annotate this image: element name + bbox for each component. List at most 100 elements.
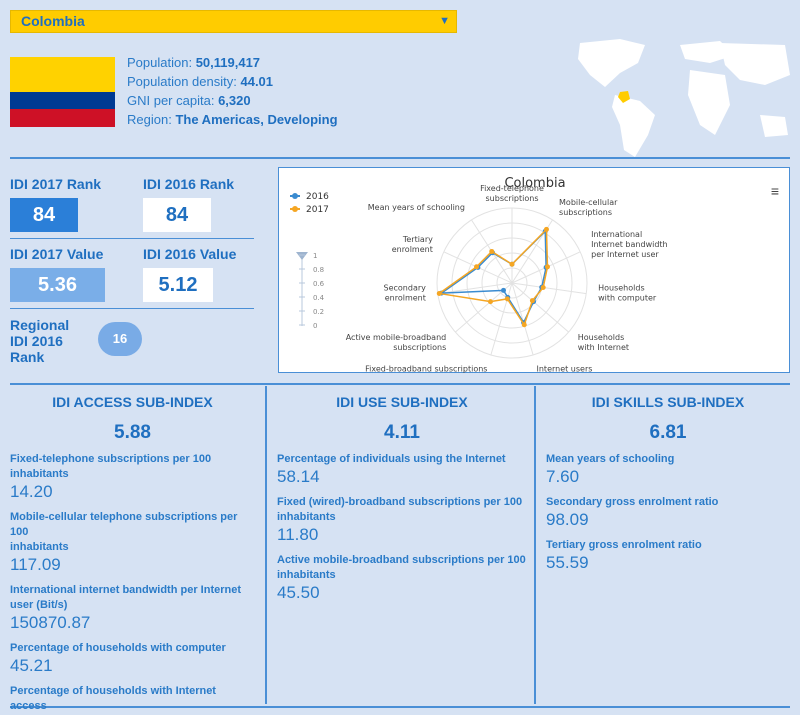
skills-indicator-list: Mean years of schooling 7.60 Secondary gro… [546, 452, 790, 573]
regional-rank-badge: 16 [98, 322, 142, 356]
country-flag [10, 57, 115, 127]
axis-label: enrolment [385, 293, 426, 302]
idi2017-value: 5.36 [10, 268, 105, 302]
gni-line: GNI per capita: 6,320 [127, 93, 251, 108]
column-divider [534, 386, 536, 704]
legend-marker [292, 193, 298, 199]
country-select-value: Colombia [21, 13, 85, 29]
indicator-label: Tertiary gross enrolment ratio [546, 539, 702, 551]
indicator-item: Mean years of schooling 7.60 [546, 452, 790, 487]
slider-tick-label: 0.8 [313, 266, 324, 274]
grid-spoke [511, 282, 534, 356]
world-map [578, 39, 790, 157]
divider [10, 383, 790, 385]
indicator-value: 117.09 [10, 555, 61, 574]
indicator-value: 45.21 [10, 656, 53, 675]
indicator-item: Fixed-telephone subscriptions per 100 inh… [10, 452, 255, 502]
indicator-item: Fixed (wired)-broadband subscriptions pe… [277, 495, 527, 545]
indicator-item: Active mobile-broadband subscriptions pe… [277, 553, 527, 603]
data-point [489, 248, 495, 254]
zoom-slider-handle [296, 252, 308, 260]
data-point [544, 264, 550, 270]
indicator-value: 55.59 [546, 553, 589, 572]
series-line-2016 [438, 229, 547, 325]
data-point [436, 290, 442, 296]
axis-label: with Internet [578, 343, 629, 352]
indicator-label: Percentage of individuals using the Inte… [277, 453, 506, 465]
data-point [500, 287, 506, 293]
indicator-value: 14.20 [10, 482, 53, 501]
series-line-2017 [437, 227, 549, 327]
data-point [487, 299, 493, 305]
menu-icon[interactable]: ≡ [771, 183, 779, 199]
grid-spoke [490, 282, 513, 356]
use-title: IDI USE SUB-INDEX [336, 394, 468, 410]
skills-title: IDI SKILLS SUB-INDEX [591, 394, 745, 410]
grid-spoke [511, 282, 587, 295]
indicator-label: Secondary gross enrolment ratio [546, 496, 719, 508]
grid-spoke [437, 282, 513, 295]
slider-tick-label: 1 [313, 252, 317, 260]
indicator-label: International internet bandwidth per Int… [10, 584, 242, 611]
data-point [543, 226, 549, 232]
divider [10, 308, 254, 309]
access-indicator-list: Fixed-telephone subscriptions per 100 inh… [10, 452, 255, 715]
slider-tick-label: 0.2 [313, 308, 324, 316]
axis-label: Fixed-telephone [480, 184, 544, 193]
data-point [474, 264, 480, 270]
legend-item: 2017 [306, 205, 329, 215]
axis-label: Active mobile-broadband [346, 333, 447, 342]
divider [10, 706, 790, 708]
axis-label: with computer [598, 293, 657, 302]
idi2016-value: 5.12 [143, 268, 213, 302]
data-point [529, 298, 535, 304]
use-sub-index: IDI USE SUB-INDEX 4.11 Percentage of ind… [277, 394, 527, 603]
skills-sub-index: IDI SKILLS SUB-INDEX 6.81 Mean years of … [546, 394, 790, 573]
indicator-item: Tertiary gross enrolment ratio 55.59 [546, 538, 790, 573]
indicator-label: Percentage of households with Internet a… [10, 685, 216, 712]
indicator-label: Fixed (wired)-broadband subscriptions pe… [277, 496, 523, 523]
access-sub-index: IDI ACCESS SUB-INDEX 5.88 Fixed-telephon… [10, 394, 255, 715]
access-title: IDI ACCESS SUB-INDEX [52, 394, 213, 410]
idi2016-rank: 84 [143, 198, 211, 232]
use-indicator-list: Percentage of individuals using the Inte… [277, 452, 527, 603]
slider-tick-label: 0.4 [313, 294, 325, 302]
axis-label: Internet users [537, 364, 593, 373]
chart-title: Colombia [504, 176, 565, 191]
axis-label: Mean years of schooling [368, 203, 465, 212]
idi2017-rank: 84 [10, 198, 78, 232]
axis-label: per Internet user [591, 250, 659, 259]
column-divider [265, 386, 267, 704]
divider [10, 157, 790, 159]
indicator-value: 11.80 [277, 525, 319, 544]
regional-rank-label: Regional IDI 2016 Rank [10, 317, 70, 365]
radar-chart-panel: Colombia ≡ 2016 2017 1 0.8 0.6 0.4 0.2 0 Fixed-tel… [278, 167, 790, 373]
indicator-label: Percentage of households with computer [10, 642, 226, 654]
radar-chart: Colombia ≡ 2016 2017 1 0.8 0.6 0.4 0.2 0 Fixed-tel… [290, 176, 779, 373]
legend-marker [292, 206, 298, 212]
indicator-value: 7.60 [546, 467, 580, 486]
indicator-value: 58.14 [277, 467, 320, 486]
legend-item: 2016 [306, 192, 329, 202]
divider [10, 238, 254, 239]
indicator-value: 98.09 [546, 510, 589, 529]
axis-label: International [591, 230, 642, 239]
country-select[interactable]: Colombia ▼ [10, 10, 457, 33]
axis-label: Fixed-broadband subscriptions [365, 364, 487, 373]
axis-label: subscriptions [393, 343, 446, 352]
axis-label: subscriptions [559, 208, 612, 217]
indicator-item: Mobile-cellular telephone subscriptions … [10, 510, 255, 575]
indicator-item: Percentage of households with Internet a… [10, 684, 255, 715]
slider-tick-label: 0.6 [313, 280, 325, 288]
density-line: Population density: 44.01 [127, 74, 274, 89]
idi2016-rank-label: IDI 2016 Rank [143, 176, 235, 192]
axis-label: subscriptions [486, 194, 539, 203]
chevron-down-icon[interactable]: ▼ [439, 15, 450, 27]
indicator-item: Secondary gross enrolment ratio 98.09 [546, 495, 790, 530]
indicator-item: Percentage of households with computer 45… [10, 641, 255, 676]
axis-label: Households [578, 333, 625, 342]
idi2017-rank-label: IDI 2017 Rank [10, 176, 102, 192]
axis-label: Households [598, 283, 645, 292]
indicator-value: 45.50 [277, 583, 320, 602]
use-value: 4.11 [384, 422, 420, 443]
